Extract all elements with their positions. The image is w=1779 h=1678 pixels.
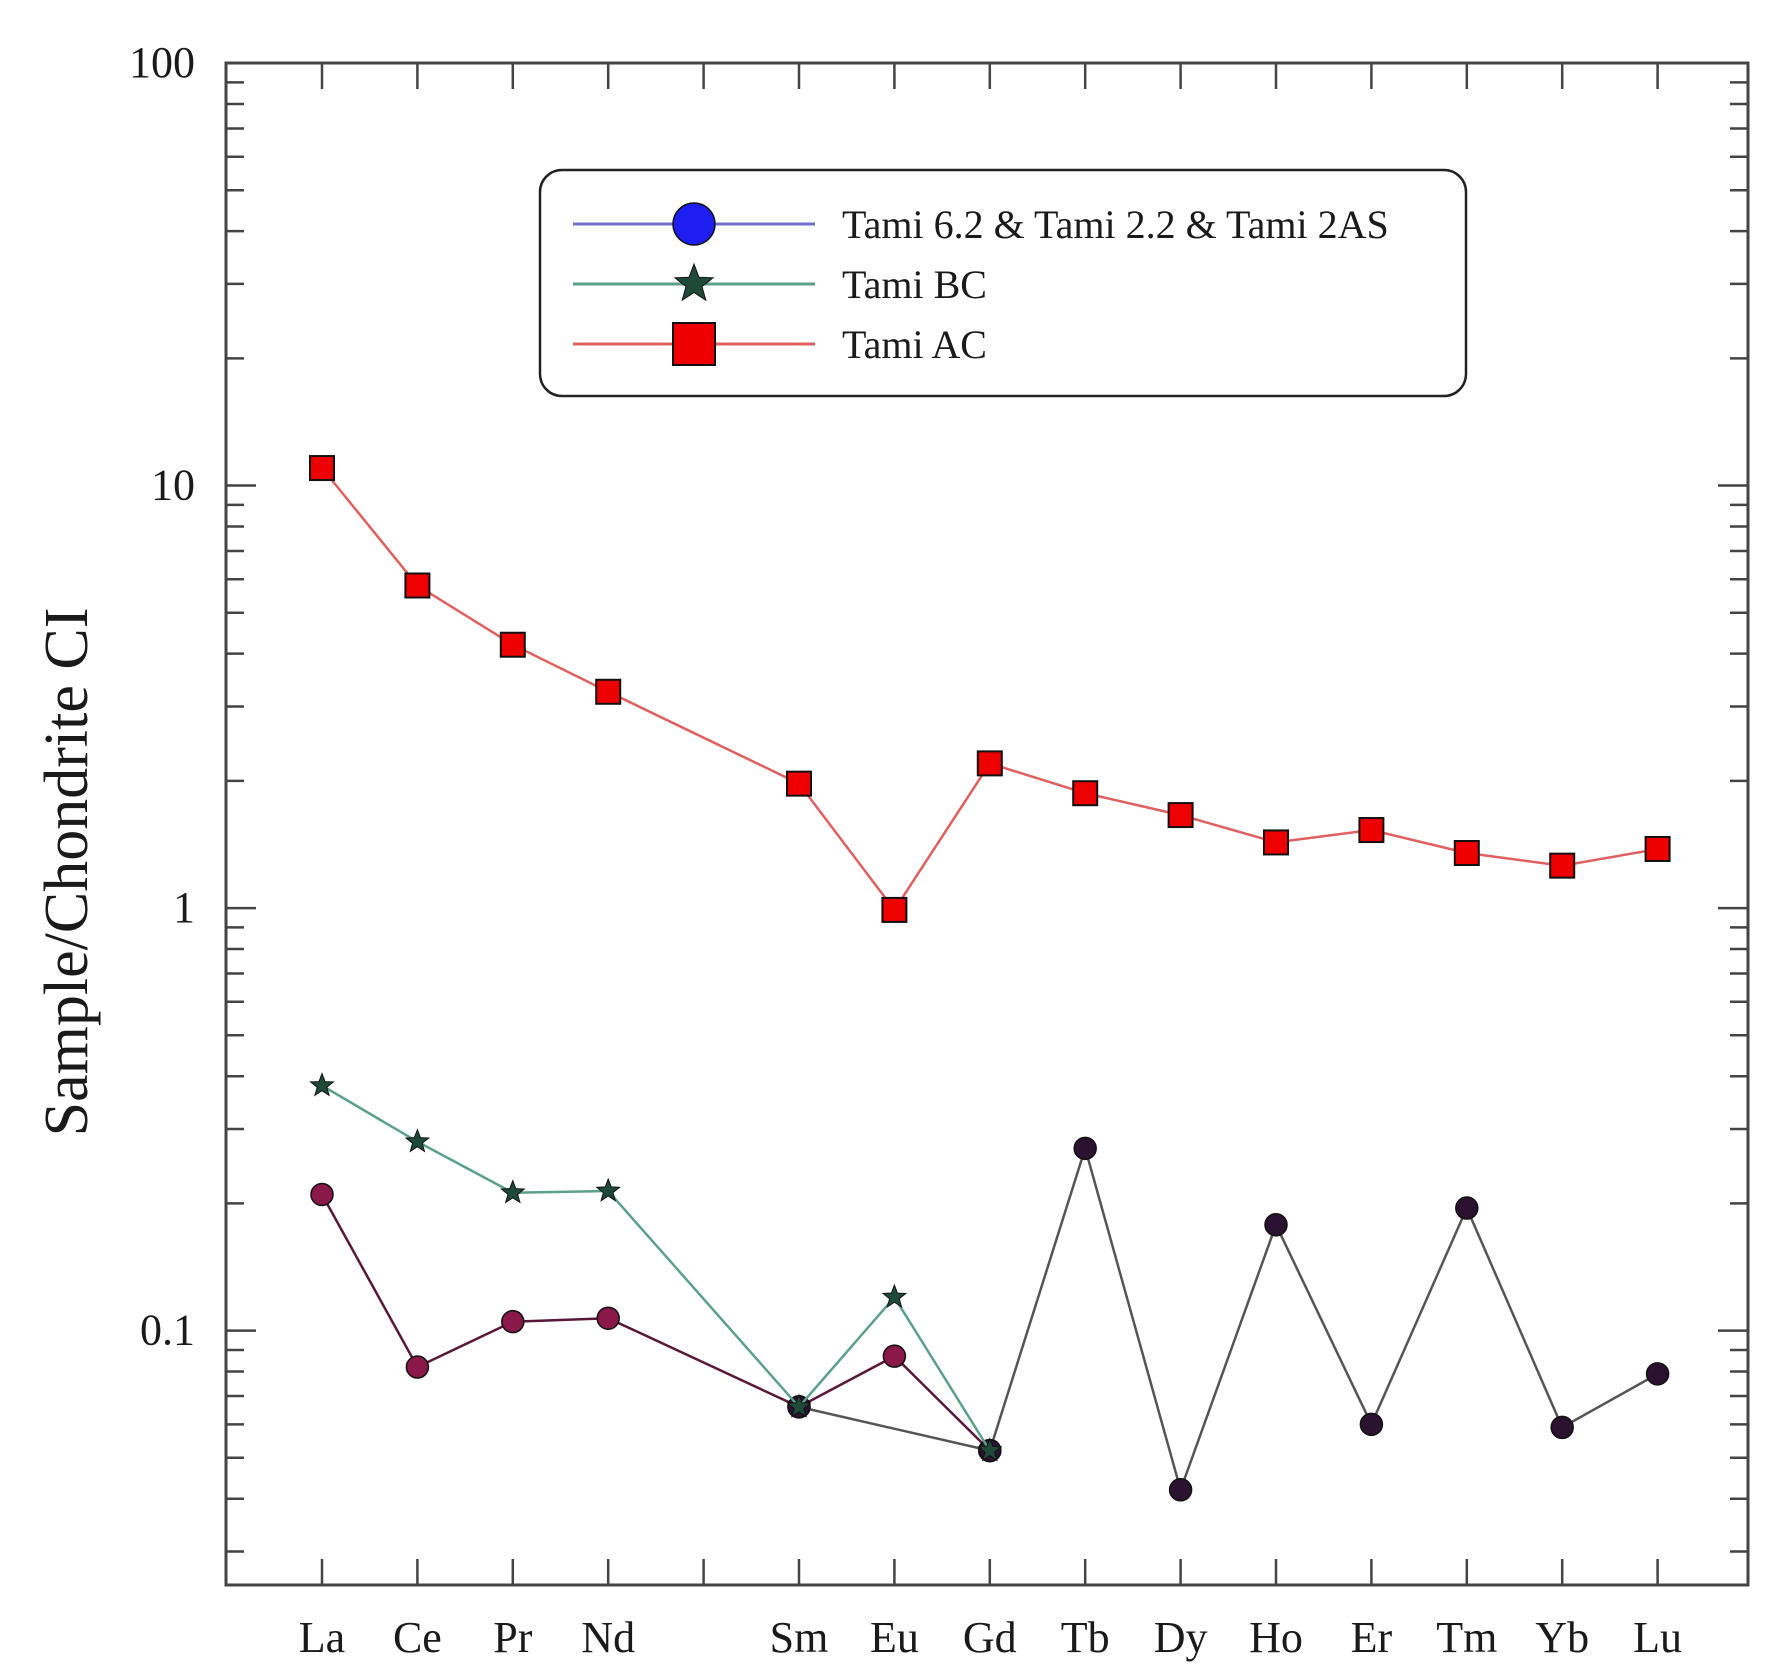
data-point xyxy=(404,572,431,599)
data-point xyxy=(882,1344,907,1368)
legend: Tami 6.2 & Tami 2.2 & Tami 2AS Tami BC Tam… xyxy=(538,168,1468,398)
x-tick-label: Eu xyxy=(870,1613,919,1662)
data-point xyxy=(1073,1136,1097,1161)
data-point xyxy=(404,1128,431,1153)
data-point xyxy=(786,770,812,797)
x-tick-label: Yb xyxy=(1535,1613,1589,1662)
x-tick-label: Dy xyxy=(1154,1613,1208,1662)
x-tick-label: Tb xyxy=(1061,1613,1110,1662)
x-tick-label: La xyxy=(299,1613,345,1662)
data-point xyxy=(786,1393,812,1418)
data-point xyxy=(881,1283,908,1309)
series-line xyxy=(321,467,1658,913)
data-point xyxy=(1168,1478,1193,1502)
data-point xyxy=(1167,802,1194,829)
x-tick-label: Ce xyxy=(393,1613,442,1662)
data-point xyxy=(500,1179,526,1204)
series-layer xyxy=(309,455,1671,1502)
series-2 xyxy=(787,1136,1670,1502)
data-point xyxy=(310,1182,334,1207)
data-point xyxy=(1453,840,1480,867)
data-point xyxy=(1645,1362,1670,1386)
x-tick-label: Pr xyxy=(493,1613,532,1662)
data-point xyxy=(1264,1213,1288,1237)
x-tick-label: Lu xyxy=(1633,1613,1682,1662)
legend-box xyxy=(538,168,1468,398)
data-point xyxy=(501,1309,525,1334)
y-axis: 0.1 1 10 100 xyxy=(129,38,1748,1553)
data-point xyxy=(309,455,335,482)
legend-label: Tami BC xyxy=(842,262,987,307)
y-axis-label: Sample/Chondrite CI xyxy=(33,608,101,1137)
series-1 xyxy=(310,1182,1002,1463)
data-point xyxy=(1644,835,1671,862)
y-tick-label: 100 xyxy=(129,38,195,87)
x-tick-label: Ho xyxy=(1249,1613,1303,1662)
series-line xyxy=(798,1143,1659,1494)
data-point xyxy=(976,750,1003,777)
legend-marker-circle xyxy=(672,202,716,246)
data-point xyxy=(405,1355,430,1379)
series-4 xyxy=(309,455,1671,923)
y-tick-label: 10 xyxy=(151,461,195,510)
x-tick-label: Gd xyxy=(963,1613,1017,1662)
data-point xyxy=(596,1306,620,1330)
legend-label: Tami 6.2 & Tami 2.2 & Tami 2AS xyxy=(842,202,1389,247)
x-tick-label: Nd xyxy=(581,1613,635,1662)
plot-frame xyxy=(224,61,1750,1587)
x-tick-label: Er xyxy=(1351,1613,1393,1662)
series-line xyxy=(320,1193,991,1452)
data-point xyxy=(1549,852,1576,879)
x-tick-label: Tm xyxy=(1436,1613,1497,1662)
data-point xyxy=(1358,817,1385,844)
x-axis: La Ce Pr Nd Sm Eu Gd Tb Dy Ho Er Tm Yb Lu xyxy=(299,63,1682,1662)
legend-label: Tami AC xyxy=(842,322,987,367)
data-point xyxy=(881,896,908,923)
y-tick-label: 1 xyxy=(173,883,195,932)
data-point xyxy=(1263,829,1289,856)
data-point xyxy=(1072,780,1099,807)
data-point xyxy=(1455,1196,1479,1220)
legend-marker-square xyxy=(672,322,716,366)
data-point xyxy=(595,1177,621,1202)
x-tick-label: Sm xyxy=(770,1613,829,1662)
data-point xyxy=(309,1072,335,1097)
data-point xyxy=(595,678,622,705)
series-3 xyxy=(309,1072,1003,1462)
data-point xyxy=(1359,1412,1384,1437)
legend-marker-star xyxy=(673,262,715,302)
data-point xyxy=(1550,1415,1574,1440)
data-point xyxy=(499,631,526,658)
y-tick-label: 0.1 xyxy=(140,1306,195,1355)
data-point xyxy=(977,1437,1003,1462)
